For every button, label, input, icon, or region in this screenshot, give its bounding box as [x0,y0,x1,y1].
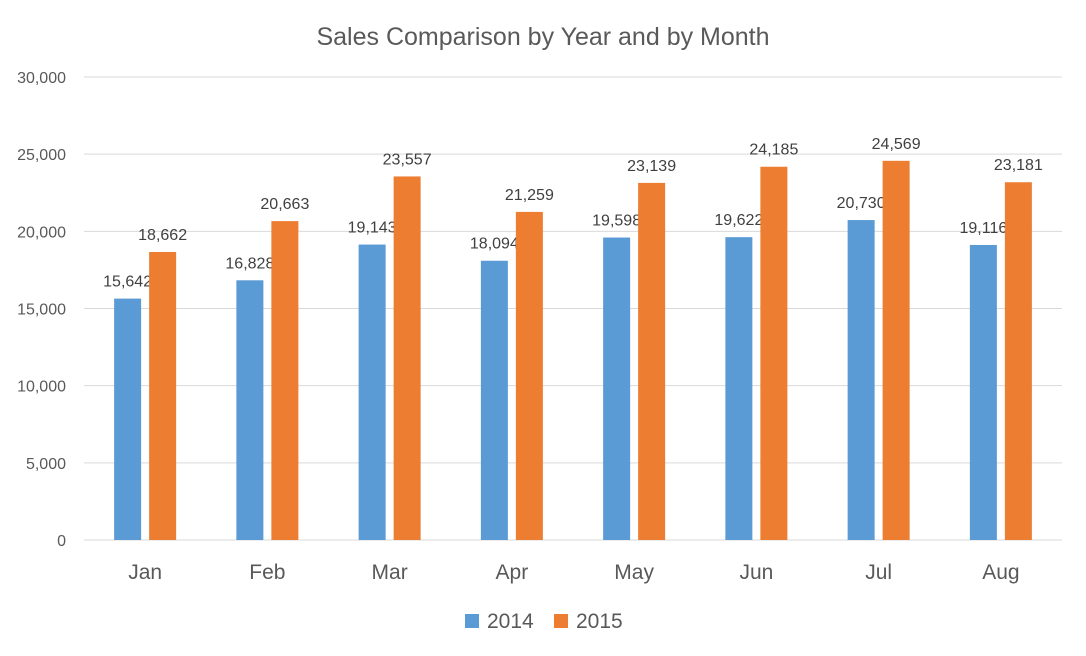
bar-2014-may [603,237,631,540]
bar-2015-feb [271,221,299,541]
data-label: 23,557 [383,151,432,168]
x-tick-label: Jul [865,561,892,584]
data-label: 20,663 [260,196,309,213]
legend: 2014 2015 [465,610,623,633]
y-tick-label: 20,000 [17,224,66,241]
bar-2015-jun [760,166,788,541]
y-tick-label: 30,000 [17,70,66,87]
data-label: 24,185 [749,142,798,159]
data-label: 19,116 [960,220,1008,237]
data-label: 23,181 [994,157,1043,174]
bar-2015-jul [882,160,910,541]
y-tick-label: 5,000 [26,456,66,473]
bar-2014-jan [114,298,142,540]
bar-2014-aug [969,244,997,541]
bar-2014-apr [480,260,508,540]
bar-2014-feb [236,280,264,540]
chart-title: Sales Comparison by Year and by Month [316,23,769,51]
y-tick-label: 10,000 [17,379,66,396]
x-tick-label: Aug [982,561,1019,584]
data-label: 18,662 [138,227,187,244]
bar-2015-aug [1004,182,1032,540]
data-label: 20,730 [837,195,886,212]
bar-2015-apr [515,211,543,540]
bar-2014-mar [358,244,386,540]
data-label: 21,259 [505,187,554,204]
bar-2015-jan [149,251,177,540]
x-tick-label: Mar [372,561,408,584]
y-axis: 0 5,000 10,000 15,000 20,000 25,000 30,000 [17,70,66,550]
legend-label: 2014 [487,610,534,633]
x-tick-label: Feb [249,561,285,584]
x-tick-label: Apr [496,561,529,584]
legend-swatch-2015 [554,614,568,628]
legend-swatch-2014 [465,614,479,628]
y-tick-label: 0 [57,533,66,550]
x-tick-label: Jun [739,561,773,584]
data-label: 16,828 [225,255,274,272]
y-tick-label: 25,000 [17,147,66,164]
bar-2015-mar [393,176,421,541]
x-tick-label: May [614,561,654,584]
bar-2014-jun [725,237,753,541]
x-tick-label: Jan [128,561,162,584]
data-label: 19,598 [592,213,641,230]
x-axis: Jan Feb Mar Apr May Jun Jul Aug [128,561,1019,584]
data-label: 15,642 [103,274,152,291]
y-tick-label: 15,000 [17,302,66,319]
data-label: 23,139 [627,158,676,175]
data-label: 19,143 [348,220,397,237]
bar-2014-jul [847,220,875,540]
legend-label: 2015 [576,610,623,633]
data-label: 24,569 [872,136,921,153]
data-label: 19,622 [714,212,763,229]
bar-2015-may [638,182,666,540]
data-label: 18,094 [470,236,519,253]
plot-area: 15,642 18,662 16,828 20,663 19,143 23,557 18,0… [103,136,1043,541]
